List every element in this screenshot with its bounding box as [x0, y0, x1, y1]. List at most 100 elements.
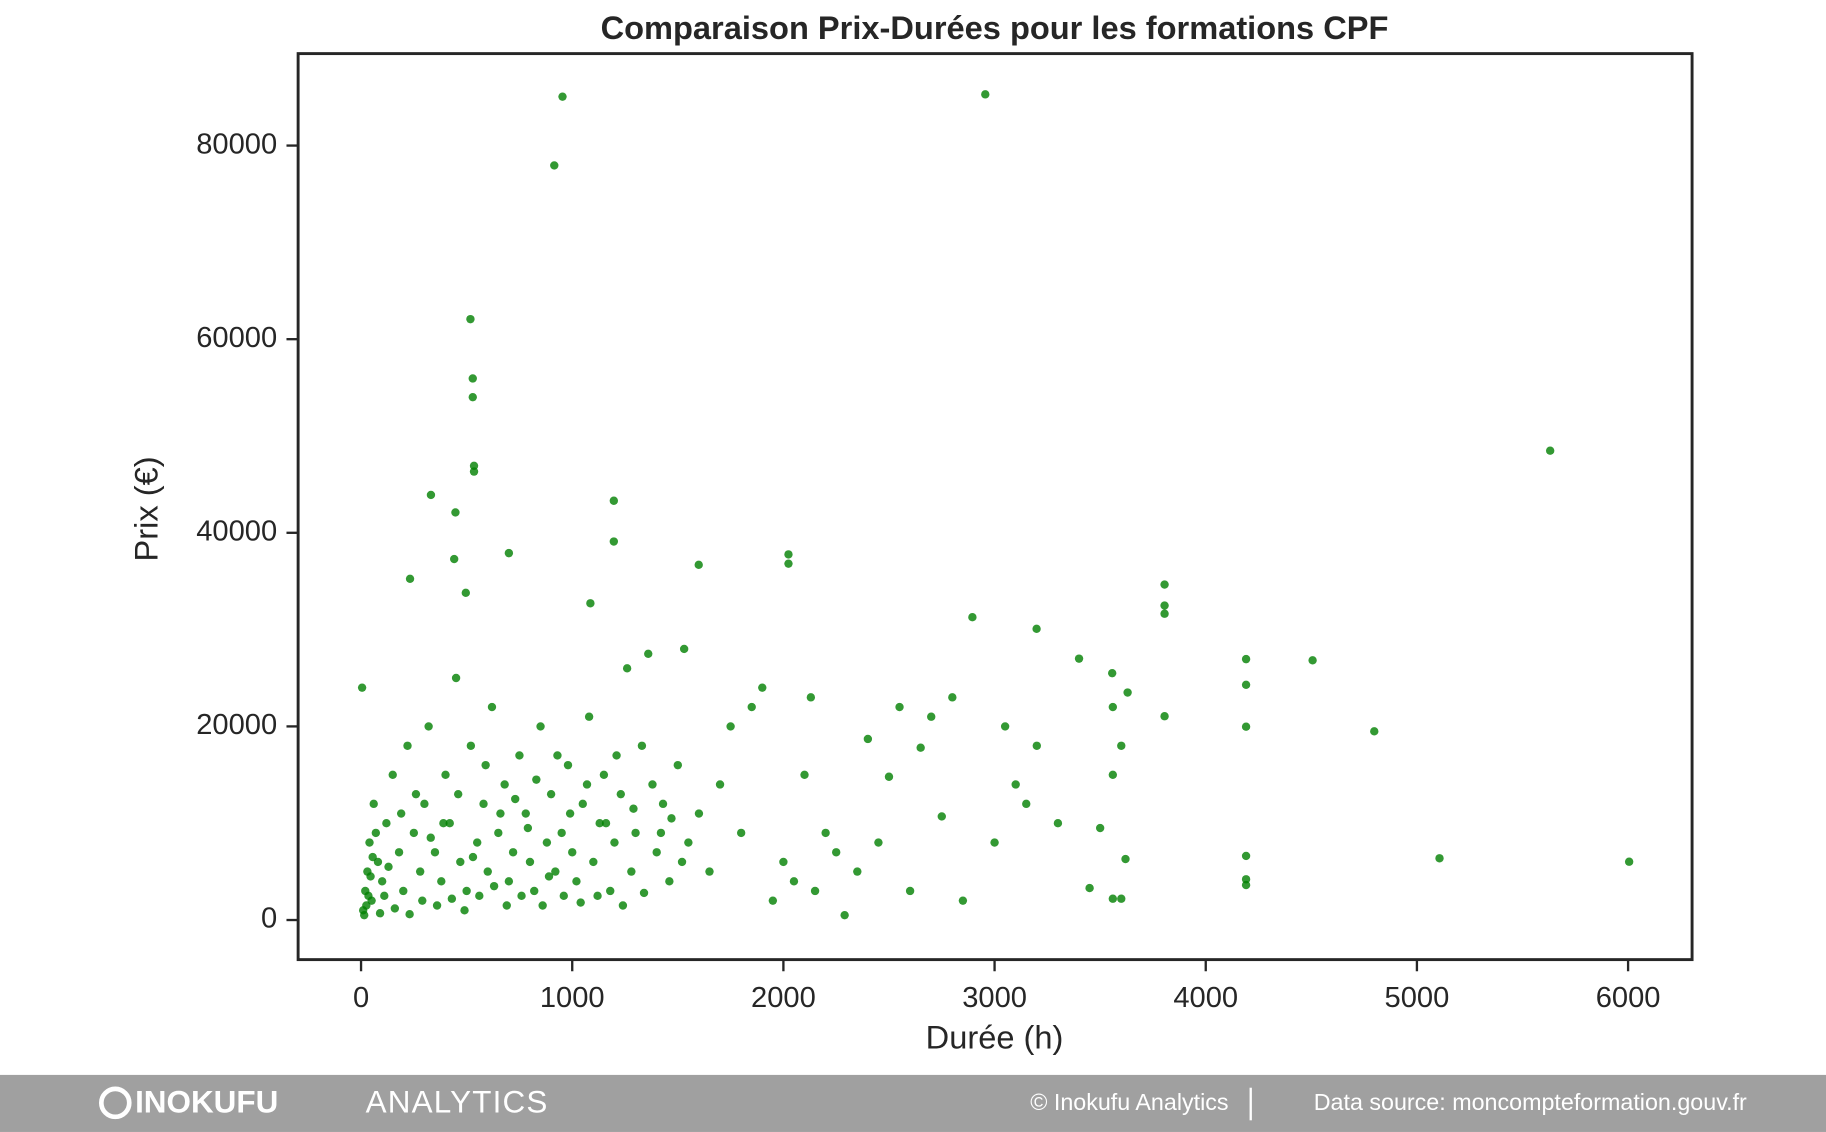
footer-brand-bold: INOKUFU: [135, 1084, 278, 1119]
point: [784, 559, 793, 568]
point: [1545, 446, 1555, 455]
point: [369, 799, 378, 809]
point: [382, 819, 391, 828]
point: [426, 490, 436, 500]
point: [1624, 857, 1634, 866]
point: [779, 857, 788, 867]
point: [1160, 712, 1169, 721]
point: [394, 848, 404, 857]
point: [694, 560, 703, 570]
point: [784, 550, 793, 559]
point: [595, 819, 604, 828]
point: [677, 857, 687, 867]
point: [821, 828, 830, 838]
point: [371, 828, 381, 838]
point: [538, 901, 547, 910]
point: [521, 809, 530, 818]
point: [1108, 702, 1118, 712]
point: [1053, 819, 1063, 828]
point: [542, 838, 552, 847]
point: [468, 852, 478, 862]
point: [990, 838, 999, 847]
point: [517, 891, 526, 901]
point: [627, 867, 636, 876]
point: [449, 554, 459, 564]
point: [616, 789, 625, 799]
point: [523, 823, 533, 833]
point: [609, 537, 619, 546]
point: [1032, 624, 1041, 634]
point: [468, 392, 477, 402]
point: [384, 862, 393, 871]
point: [1123, 688, 1132, 697]
point: [479, 799, 488, 809]
point: [553, 751, 562, 760]
point: [366, 872, 375, 881]
point: [426, 833, 435, 842]
y-tick-label: 0: [261, 903, 277, 935]
point: [644, 649, 653, 658]
point: [958, 896, 968, 905]
point: [981, 90, 990, 99]
point: [451, 508, 460, 517]
y-tick-label: 80000: [196, 128, 277, 160]
point: [572, 877, 581, 886]
point: [853, 867, 862, 876]
point: [390, 904, 400, 913]
point: [840, 910, 849, 920]
point: [565, 809, 575, 818]
point: [1095, 823, 1105, 833]
point: [1241, 722, 1251, 731]
point: [927, 712, 936, 721]
point: [1108, 894, 1118, 903]
point: [1022, 799, 1031, 809]
x-tick-label: 1000: [540, 982, 605, 1014]
point: [1074, 654, 1084, 663]
point: [658, 799, 668, 809]
y-tick-label: 60000: [196, 322, 277, 354]
x-tick-label: 3000: [962, 982, 1027, 1014]
point: [736, 828, 746, 838]
point: [364, 891, 373, 901]
point: [758, 683, 767, 692]
point: [1435, 854, 1444, 863]
point: [806, 693, 816, 702]
point: [415, 867, 425, 876]
point: [525, 857, 535, 867]
point: [726, 722, 735, 731]
point: [399, 886, 408, 896]
point: [1241, 851, 1251, 861]
y-tick-label: 20000: [196, 709, 277, 741]
point: [665, 877, 674, 886]
point: [447, 894, 457, 903]
point: [462, 886, 471, 896]
point: [618, 901, 628, 910]
point: [1117, 894, 1126, 903]
point: [405, 574, 415, 583]
point: [536, 722, 545, 731]
point: [409, 828, 419, 838]
point: [656, 828, 666, 838]
point: [601, 819, 611, 828]
point: [937, 812, 946, 821]
point: [610, 838, 619, 847]
point: [546, 789, 556, 799]
point: [916, 743, 925, 752]
footer-source: Data source: moncompteformation.gouv.fr: [1314, 1089, 1747, 1115]
point: [1011, 780, 1020, 789]
point: [747, 702, 756, 712]
point: [445, 819, 454, 828]
point: [481, 760, 490, 770]
point: [629, 804, 638, 813]
point: [622, 664, 632, 673]
x-tick-label: 5000: [1385, 982, 1450, 1014]
point: [639, 888, 649, 898]
point: [609, 496, 619, 505]
point: [405, 910, 414, 919]
point: [582, 780, 592, 789]
point: [599, 770, 609, 780]
point: [1241, 654, 1251, 664]
point: [606, 886, 615, 896]
point: [1108, 770, 1118, 780]
